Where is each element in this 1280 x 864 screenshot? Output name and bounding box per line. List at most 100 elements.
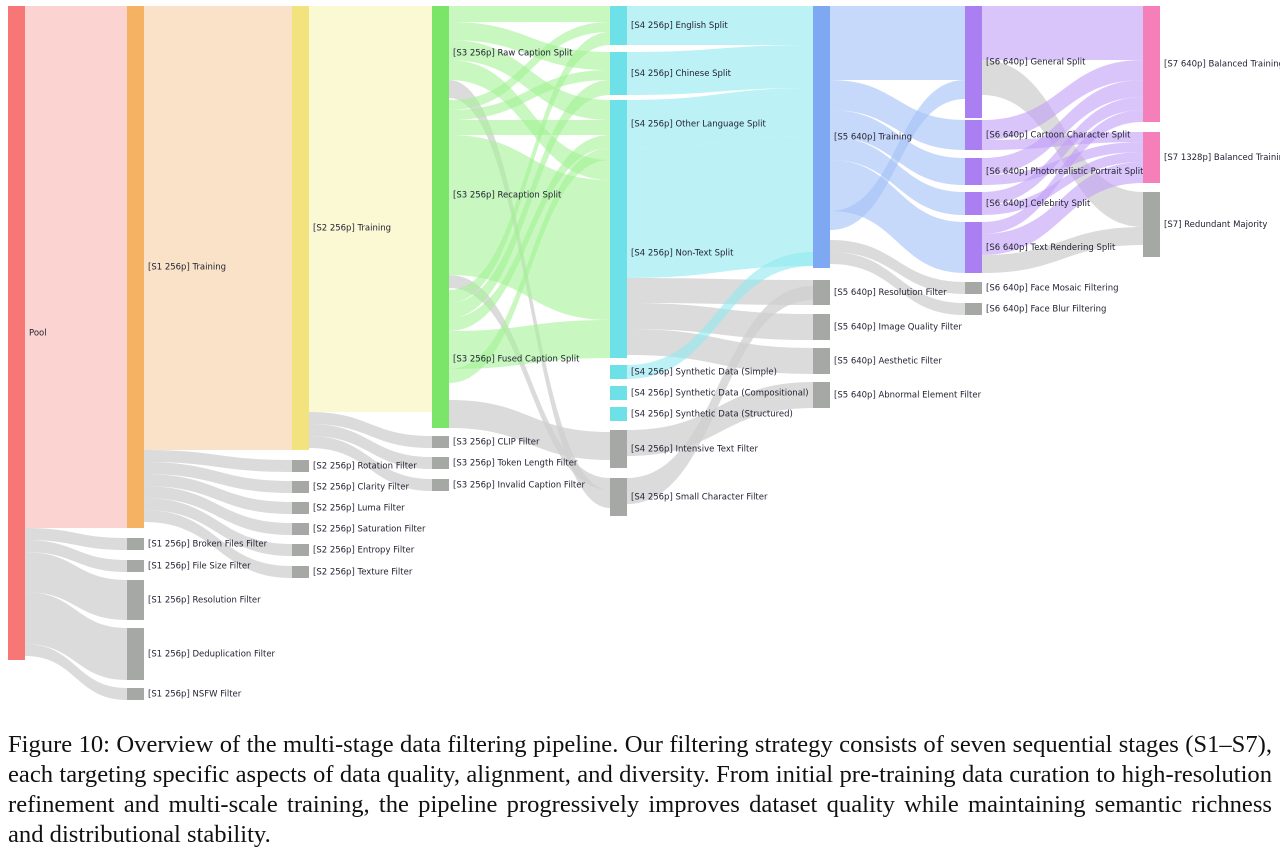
flow-link <box>627 329 813 374</box>
node-label: [S2 256p] Luma Filter <box>313 504 405 514</box>
node-label: [S5 640p] Aesthetic Filter <box>834 357 942 367</box>
node-bar <box>813 314 830 340</box>
node-bar <box>610 430 627 468</box>
node-bar <box>610 407 627 421</box>
node-bar <box>8 6 25 660</box>
flow-link <box>982 110 1143 234</box>
flow-link <box>627 45 813 95</box>
node-bar <box>1143 6 1160 122</box>
node-bar <box>965 6 982 118</box>
node-bar <box>292 460 309 472</box>
node-label: [S1 256p] Deduplication Filter <box>148 650 276 660</box>
flow-link <box>982 6 1143 60</box>
node-bar <box>127 628 144 680</box>
flow-link <box>982 142 1143 185</box>
flow-link <box>982 97 1143 205</box>
flow-link <box>830 252 965 315</box>
flow-link <box>144 450 292 472</box>
node-label: [S3 256p] Recaption Split <box>453 191 562 201</box>
flow-link <box>982 80 1143 175</box>
flow-link <box>25 644 127 700</box>
flow-link <box>449 275 610 490</box>
flow-link <box>830 80 965 230</box>
flow-link <box>309 424 432 469</box>
node-label: [S6 640p] Photorealistic Portrait Split <box>986 167 1144 177</box>
flow-link <box>144 474 292 514</box>
flow-link <box>449 148 610 383</box>
flow-link <box>627 382 813 456</box>
node-label: [S3 256p] Invalid Caption Filter <box>453 481 585 491</box>
node-label: [S6 640p] Celebrity Split <box>986 199 1091 209</box>
node-bar <box>965 158 982 185</box>
node-bar <box>292 502 309 514</box>
node-label: [S1 256p] Training <box>148 263 226 273</box>
node-bar <box>610 6 627 45</box>
flow-link <box>982 132 1143 150</box>
node-label: [S3 256p] CLIP Filter <box>453 438 540 448</box>
flow-link <box>449 22 610 70</box>
node-bar <box>610 148 627 358</box>
flow-link <box>627 252 813 379</box>
flow-link <box>309 412 432 448</box>
node-label: [S6 640p] Face Blur Filtering <box>986 305 1106 315</box>
flow-link <box>449 80 610 318</box>
node-label: [S4 256p] English Split <box>631 21 728 31</box>
node-label: [S5 640p] Training <box>834 133 912 143</box>
flow-link <box>627 278 813 305</box>
flow-link <box>982 227 1143 273</box>
flow-link <box>449 22 610 110</box>
flow-link <box>309 100 432 290</box>
node-label: [S4 256p] Non-Text Split <box>631 249 734 259</box>
figure-caption: Figure 10: Overview of the multi-stage d… <box>8 731 1272 848</box>
node-label: [S7] Redundant Majority <box>1164 220 1267 230</box>
node-bar <box>965 192 982 215</box>
node-label: [S4 256p] Synthetic Data (Simple) <box>631 368 777 378</box>
flow-link <box>449 135 610 331</box>
node-bar <box>813 348 830 374</box>
node-bar <box>127 6 144 528</box>
flow-link <box>309 290 432 412</box>
node-bar <box>813 382 830 408</box>
flow-link <box>144 486 292 535</box>
sankey-figure: Pool [S1 256p] Training [S1 256p] Broken F… <box>8 6 1280 700</box>
node-bar <box>610 478 627 516</box>
flow-link <box>144 462 292 493</box>
node-bar <box>127 538 144 550</box>
node-bar <box>610 100 627 148</box>
flow-link <box>830 160 965 273</box>
node-label: [S1 256p] Resolution Filter <box>148 596 261 606</box>
node-label: [S5 640p] Image Quality Filter <box>834 323 962 333</box>
node-bar <box>127 688 144 700</box>
flow-link <box>309 436 432 491</box>
node-bar <box>292 481 309 493</box>
node-label: [S3 256p] Raw Caption Split <box>453 49 573 59</box>
node-label: [S2 256p] Clarity Filter <box>313 483 409 493</box>
node-label: [S6 640p] Cartoon Character Split <box>986 131 1131 141</box>
flow-link <box>449 32 610 303</box>
node-bar <box>127 580 144 620</box>
node-bar <box>813 280 830 305</box>
node-label: [S3 256p] Token Length Filter <box>453 459 578 469</box>
node-bar <box>432 479 449 491</box>
node-bar <box>127 560 144 572</box>
node-label: [S1 256p] File Size Filter <box>148 562 251 572</box>
node-bar <box>813 6 830 268</box>
flow-link <box>627 286 813 504</box>
flow-link <box>25 552 127 620</box>
node-bar <box>292 566 309 578</box>
node-label: [S2 256p] Training <box>313 224 391 234</box>
node-label: [S4 256p] Chinese Split <box>631 69 732 79</box>
node-bar <box>292 6 309 450</box>
node-bar <box>965 222 982 273</box>
node-label: [S6 640p] Text Rendering Split <box>986 243 1116 253</box>
flow-link <box>144 510 292 578</box>
node-bar <box>965 282 982 294</box>
flow-link <box>830 6 965 80</box>
flow-link <box>449 120 610 135</box>
node-bar <box>292 544 309 556</box>
node-label: Pool <box>29 329 47 339</box>
flow-link <box>449 400 610 460</box>
node-bar <box>610 52 627 95</box>
flow-link <box>982 152 1143 215</box>
